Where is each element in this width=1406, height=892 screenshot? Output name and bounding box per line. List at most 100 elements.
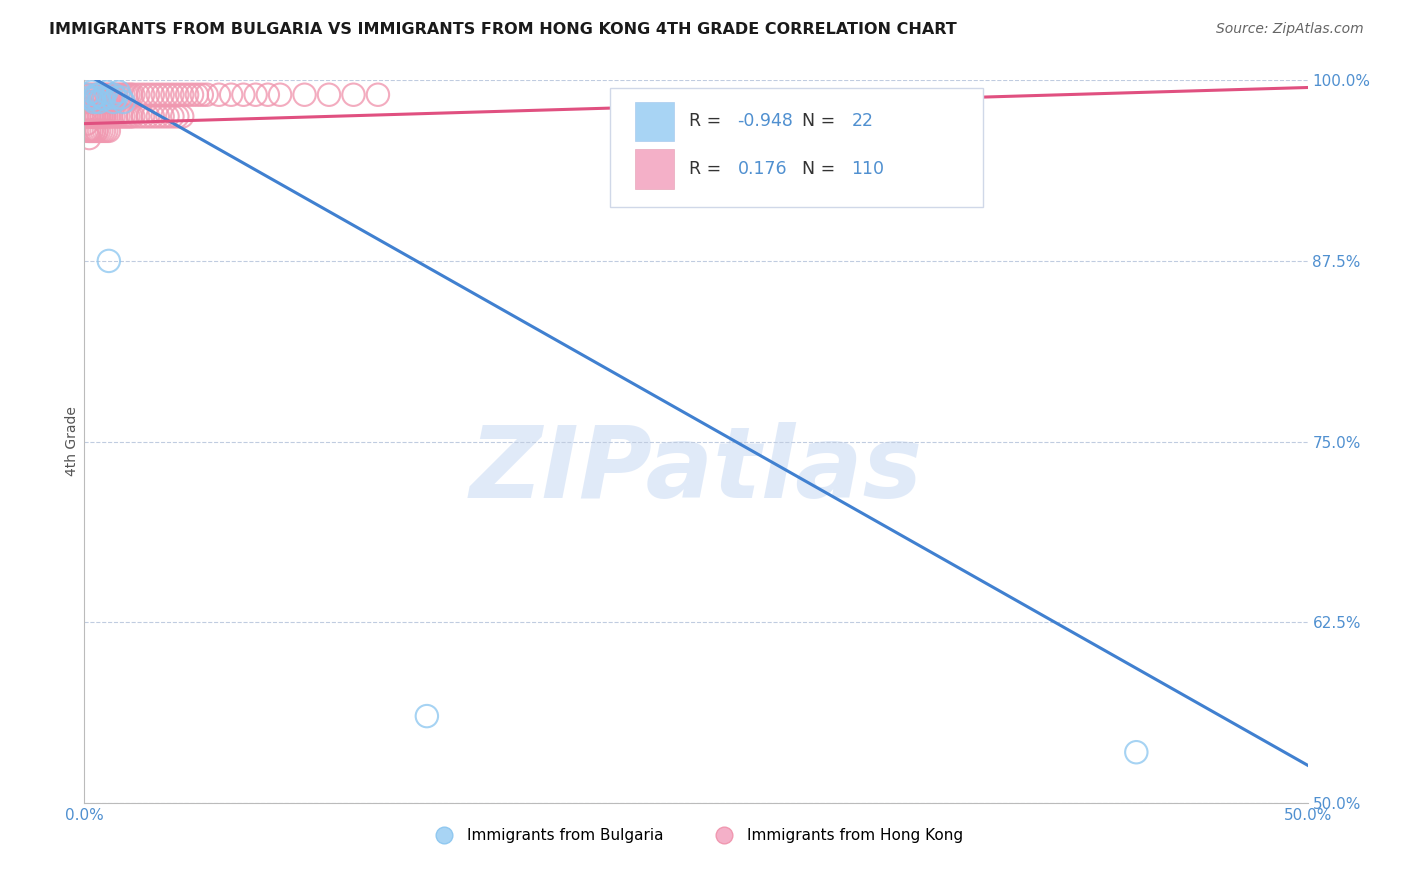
- Point: [162, 87, 184, 102]
- Point: [257, 87, 280, 102]
- Point: [93, 95, 115, 109]
- Point: [83, 124, 105, 138]
- Point: [77, 109, 100, 123]
- Point: [86, 95, 108, 109]
- Point: [83, 87, 105, 102]
- Point: [77, 124, 100, 138]
- Point: [87, 109, 110, 123]
- Text: IMMIGRANTS FROM BULGARIA VS IMMIGRANTS FROM HONG KONG 4TH GRADE CORRELATION CHAR: IMMIGRANTS FROM BULGARIA VS IMMIGRANTS F…: [49, 22, 957, 37]
- Point: [86, 124, 108, 138]
- Point: [97, 95, 120, 109]
- Point: [208, 87, 231, 102]
- Point: [120, 87, 142, 102]
- Point: [191, 87, 214, 102]
- Point: [77, 124, 100, 138]
- Text: R =: R =: [689, 112, 727, 130]
- Point: [86, 87, 108, 102]
- Point: [83, 95, 105, 109]
- Point: [96, 87, 118, 102]
- Point: [96, 95, 118, 109]
- Point: [107, 109, 129, 123]
- Point: [367, 87, 389, 102]
- Point: [80, 95, 103, 109]
- Text: 110: 110: [851, 161, 884, 178]
- Point: [86, 109, 108, 123]
- Point: [87, 95, 110, 109]
- Point: [127, 109, 149, 123]
- Point: [110, 87, 132, 102]
- Point: [87, 87, 110, 102]
- Point: [83, 95, 105, 109]
- Point: [103, 87, 125, 102]
- Point: [172, 109, 194, 123]
- Point: [294, 87, 316, 102]
- Point: [97, 124, 120, 138]
- Point: [107, 85, 129, 99]
- Point: [176, 87, 198, 102]
- Legend: Immigrants from Bulgaria, Immigrants from Hong Kong: Immigrants from Bulgaria, Immigrants fro…: [422, 822, 970, 849]
- Point: [166, 87, 188, 102]
- Point: [90, 87, 112, 102]
- Point: [83, 90, 105, 104]
- Point: [219, 87, 242, 102]
- Point: [232, 87, 254, 102]
- Point: [142, 87, 165, 102]
- Text: 0.176: 0.176: [738, 161, 787, 178]
- Point: [112, 109, 135, 123]
- Point: [80, 92, 103, 106]
- FancyBboxPatch shape: [636, 149, 673, 189]
- Point: [166, 109, 188, 123]
- Text: Source: ZipAtlas.com: Source: ZipAtlas.com: [1216, 22, 1364, 37]
- Point: [80, 109, 103, 123]
- Point: [76, 117, 98, 131]
- Point: [1125, 745, 1147, 759]
- Point: [76, 87, 98, 102]
- Text: R =: R =: [689, 161, 733, 178]
- Point: [77, 87, 100, 102]
- Point: [117, 109, 139, 123]
- Point: [115, 87, 138, 102]
- Point: [122, 109, 145, 123]
- Point: [136, 87, 159, 102]
- Point: [195, 87, 218, 102]
- Point: [100, 109, 122, 123]
- Point: [152, 109, 174, 123]
- Text: 22: 22: [851, 112, 873, 130]
- FancyBboxPatch shape: [636, 102, 673, 141]
- Point: [77, 109, 100, 123]
- Point: [97, 87, 120, 102]
- Point: [83, 124, 105, 138]
- Point: [110, 109, 132, 123]
- Point: [96, 109, 118, 123]
- Point: [100, 87, 122, 102]
- Text: N =: N =: [803, 112, 841, 130]
- Point: [103, 95, 125, 109]
- Point: [93, 124, 115, 138]
- Point: [96, 124, 118, 138]
- Point: [93, 109, 115, 123]
- Point: [172, 87, 194, 102]
- Point: [112, 87, 135, 102]
- Point: [86, 87, 108, 102]
- Point: [87, 124, 110, 138]
- Point: [87, 95, 110, 109]
- Point: [269, 87, 291, 102]
- Point: [90, 124, 112, 138]
- Point: [117, 87, 139, 102]
- Point: [107, 87, 129, 102]
- Point: [90, 95, 112, 109]
- Point: [181, 87, 204, 102]
- Point: [103, 95, 125, 109]
- Point: [80, 124, 103, 138]
- Point: [156, 87, 179, 102]
- Point: [77, 95, 100, 109]
- Point: [146, 109, 169, 123]
- Point: [100, 95, 122, 109]
- Point: [93, 87, 115, 102]
- Point: [76, 109, 98, 123]
- Point: [186, 87, 208, 102]
- Point: [90, 90, 112, 104]
- Point: [90, 109, 112, 123]
- Point: [112, 95, 135, 109]
- Point: [97, 254, 120, 268]
